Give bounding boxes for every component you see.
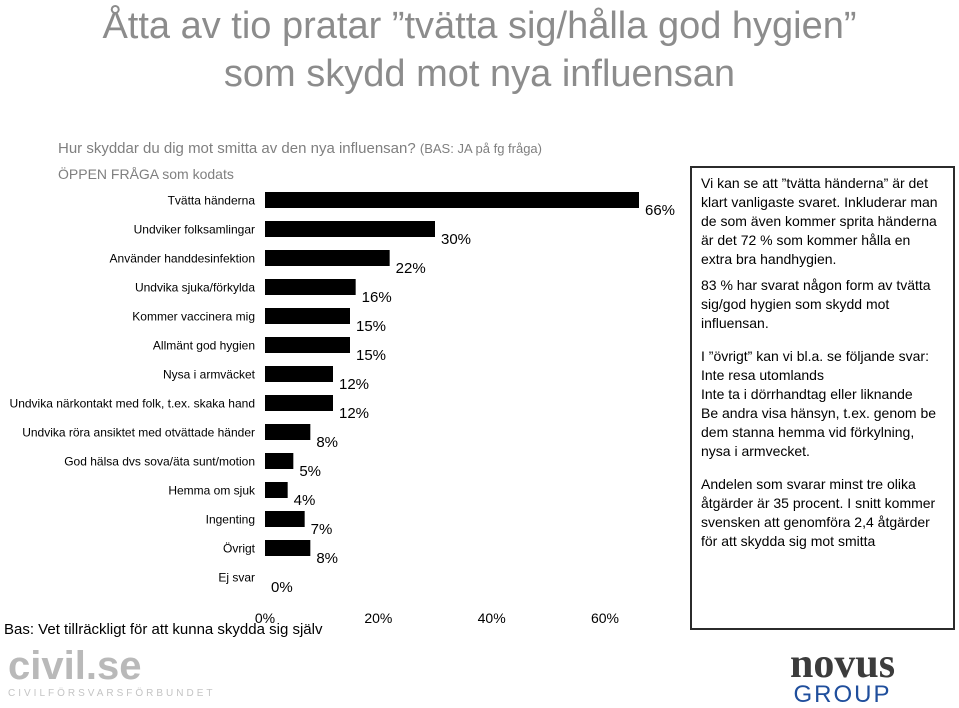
bar bbox=[265, 395, 333, 411]
bar bbox=[265, 511, 305, 527]
bar bbox=[265, 250, 390, 266]
value-label: 4% bbox=[294, 492, 316, 509]
category-label: Undviker folksamlingar bbox=[134, 223, 255, 237]
bar bbox=[265, 279, 356, 295]
question-basis: (BAS: JA på fg fråga) bbox=[419, 141, 542, 156]
bar bbox=[265, 482, 288, 498]
bar bbox=[265, 308, 350, 324]
info-paragraph-4: Andelen som svarar minst tre olika åtgär… bbox=[701, 476, 936, 549]
info-box: Vi kan se att ”tvätta händerna” är det k… bbox=[690, 166, 955, 630]
category-label: Hemma om sjuk bbox=[168, 484, 256, 498]
value-label: 15% bbox=[356, 347, 386, 364]
category-label: Undvika röra ansiktet med otvättade händ… bbox=[22, 426, 255, 440]
x-tick-label: 20% bbox=[364, 610, 392, 626]
category-label: Tvätta händerna bbox=[168, 194, 256, 208]
category-label: Ingenting bbox=[206, 513, 255, 527]
question: Hur skyddar du dig mot smitta av den nya… bbox=[58, 140, 416, 157]
category-label: Undvika sjuka/förkylda bbox=[135, 281, 255, 295]
question-text: Hur skyddar du dig mot smitta av den nya… bbox=[58, 140, 542, 157]
bar-chart: Tvätta händerna 66% Undviker folksamlingar… bbox=[10, 192, 675, 626]
value-label: 8% bbox=[316, 434, 338, 451]
category-label: God hälsa dvs sova/äta sunt/motion bbox=[64, 455, 255, 469]
info-paragraph-2: 83 % har svarat någon form av tvätta sig… bbox=[701, 277, 931, 331]
category-label: Kommer vaccinera mig bbox=[132, 310, 255, 324]
civil-logo-sub: CIVILFÖRSVARSFÖRBUNDET bbox=[8, 688, 216, 699]
x-tick-label: 60% bbox=[591, 610, 619, 626]
info-paragraph-3-lead: I ”övrigt” kan vi bl.a. se följande svar… bbox=[701, 348, 929, 364]
bar bbox=[265, 366, 333, 382]
value-label: 5% bbox=[299, 463, 321, 480]
value-label: 0% bbox=[271, 579, 293, 596]
title-line-1: Åtta av tio pratar ”tvätta sig/hålla god… bbox=[102, 5, 857, 47]
novus-logo: novus GROUP bbox=[790, 641, 896, 708]
value-label: 16% bbox=[362, 289, 392, 306]
category-label: Ej svar bbox=[218, 571, 255, 585]
title-line-2: som skydd mot nya influensan bbox=[223, 53, 736, 95]
page-title: Åtta av tio pratar ”tvätta sig/hålla god… bbox=[0, 2, 959, 98]
info-paragraph-1: Vi kan se att ”tvätta händerna” är det k… bbox=[701, 175, 938, 267]
category-label: Undvika närkontakt med folk, t.ex. skaka… bbox=[10, 397, 255, 411]
category-label: Nysa i armväcket bbox=[163, 368, 256, 382]
info-item-3: Be andra visa hänsyn, t.ex. genom be dem… bbox=[701, 405, 937, 459]
bar bbox=[265, 337, 350, 353]
open-question-note: ÖPPEN FRÅGA som kodats bbox=[58, 166, 234, 182]
civil-logo-word: civil.se bbox=[8, 644, 142, 688]
category-label: Allmänt god hygien bbox=[153, 339, 255, 353]
info-item-1: Inte resa utomlands bbox=[701, 367, 824, 383]
x-tick-label: 40% bbox=[478, 610, 506, 626]
basis-note: Bas: Vet tillräckligt för att kunna skyd… bbox=[4, 621, 323, 638]
bar bbox=[265, 453, 294, 469]
category-label: Övrigt bbox=[223, 542, 256, 556]
value-label: 12% bbox=[339, 405, 369, 422]
bar bbox=[265, 424, 311, 440]
x-tick-label: 0% bbox=[255, 610, 275, 626]
value-label: 30% bbox=[441, 231, 471, 248]
civil-logo: civil.se CIVILFÖRSVARSFÖRBUNDET bbox=[8, 646, 216, 699]
value-label: 7% bbox=[311, 521, 333, 538]
value-label: 12% bbox=[339, 376, 369, 393]
novus-logo-group: GROUP bbox=[793, 681, 892, 708]
bar bbox=[265, 192, 639, 208]
value-label: 8% bbox=[316, 550, 338, 567]
novus-logo-word: novus bbox=[790, 641, 896, 687]
value-label: 15% bbox=[356, 318, 386, 335]
bar bbox=[265, 540, 311, 556]
info-item-2: Inte ta i dörrhandtag eller liknande bbox=[701, 386, 913, 402]
bar bbox=[265, 221, 435, 237]
category-label: Använder handdesinfektion bbox=[110, 252, 255, 266]
value-label: 66% bbox=[645, 202, 675, 219]
info-paragraph-3: I ”övrigt” kan vi bl.a. se följande svar… bbox=[701, 347, 944, 461]
value-label: 22% bbox=[396, 260, 426, 277]
